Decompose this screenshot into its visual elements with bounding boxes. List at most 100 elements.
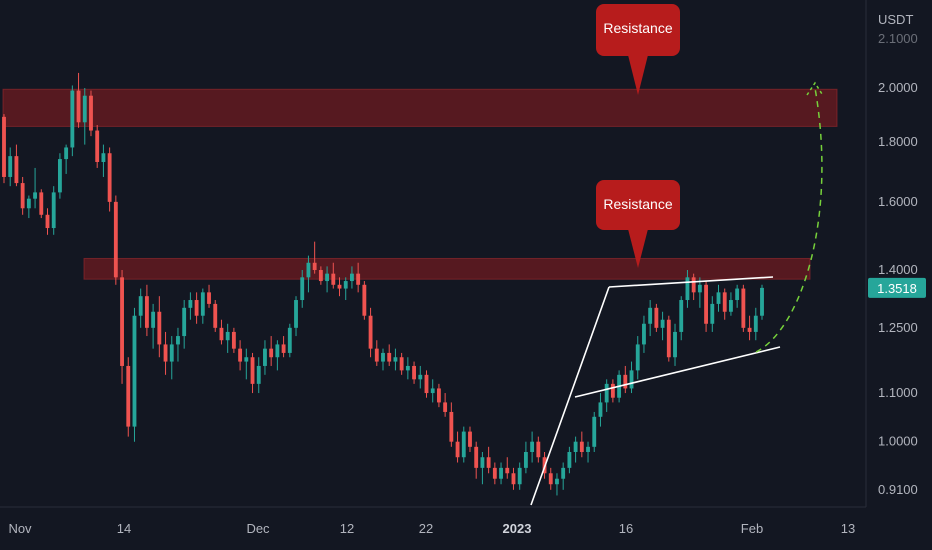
candle-body xyxy=(188,300,193,308)
candle-body xyxy=(679,300,684,332)
candle-body xyxy=(443,402,448,412)
candle-body xyxy=(95,130,100,163)
candle-body xyxy=(480,457,485,468)
candle-body xyxy=(523,452,528,468)
candle-body xyxy=(604,383,609,403)
price-tick-label: 1.2500 xyxy=(878,320,918,335)
candle-body xyxy=(610,383,615,398)
candle-body xyxy=(250,357,255,384)
candle-body xyxy=(499,467,503,479)
candle-body xyxy=(169,344,174,362)
candle-body xyxy=(350,273,354,282)
candle-body xyxy=(691,277,696,293)
candle-body xyxy=(654,307,659,328)
candle-body xyxy=(318,270,323,282)
candle-body xyxy=(151,311,156,328)
candle-body xyxy=(530,441,535,452)
candle-body xyxy=(449,411,454,442)
candle-body xyxy=(33,192,37,199)
candle-body xyxy=(238,348,243,362)
price-tick-label: 1.4000 xyxy=(878,262,918,277)
price-axis-clipped-tick: 2.1000 xyxy=(878,31,918,46)
time-tick-label: 14 xyxy=(117,521,131,536)
candle-body xyxy=(368,315,373,349)
candle-body xyxy=(20,183,25,209)
candle-body xyxy=(430,388,435,394)
trendline-steep-support[interactable] xyxy=(530,286,610,506)
candle-body xyxy=(729,300,733,312)
time-tick-label: 22 xyxy=(419,521,433,536)
candle-body xyxy=(461,431,466,458)
price-axis[interactable]: USDT 2.1000 2.0000 1.8000 1.6000 1.4000 1.25… xyxy=(865,0,926,507)
candle-body xyxy=(579,441,584,452)
candle-body xyxy=(474,446,479,468)
price-axis-ticks: 2.0000 1.8000 1.6000 1.4000 1.2500 1.1000 1.00… xyxy=(878,80,918,497)
resistance-zone-lower[interactable] xyxy=(83,257,811,280)
candle-body xyxy=(138,296,143,316)
projection-arrowhead xyxy=(806,81,823,96)
candle-body xyxy=(747,327,752,332)
resistance-callout-upper-label: Resistance xyxy=(603,20,672,36)
candle-body xyxy=(573,441,578,452)
candle-body xyxy=(673,331,677,358)
candle-body xyxy=(486,457,491,468)
time-tick-label: Feb xyxy=(741,521,763,536)
resistance-zone-upper[interactable] xyxy=(2,88,838,127)
time-tick-label: 2023 xyxy=(503,521,532,536)
candle-body xyxy=(14,156,19,184)
projection-path[interactable] xyxy=(755,87,823,353)
candle-body xyxy=(163,344,168,362)
trendline-pattern-lower[interactable] xyxy=(574,346,781,398)
resistance-callout-lower[interactable]: Resistance xyxy=(596,180,680,268)
candle-body xyxy=(331,273,336,285)
candle-body xyxy=(287,327,292,353)
candle-body xyxy=(225,331,230,341)
candle-body xyxy=(2,116,6,177)
candle-body xyxy=(704,284,709,324)
trendline-pattern-upper[interactable] xyxy=(608,276,774,288)
candle-body xyxy=(629,370,634,389)
candle-body xyxy=(468,431,472,447)
candle-body xyxy=(281,344,286,353)
time-axis[interactable]: Nov 14 Dec 12 22 2023 16 Feb 13 xyxy=(0,506,866,536)
candle-body xyxy=(76,90,81,123)
candle-body xyxy=(760,287,764,316)
candle-body xyxy=(635,344,640,371)
time-tick-label: 16 xyxy=(619,521,633,536)
candle-body xyxy=(45,214,50,229)
candle-body xyxy=(455,441,460,458)
candle-body xyxy=(132,315,137,427)
candle-body xyxy=(256,365,261,384)
candle-body xyxy=(505,467,510,474)
price-tick-label: 1.8000 xyxy=(878,134,918,149)
candle-body xyxy=(213,303,218,328)
trendline-drawing[interactable] xyxy=(530,276,781,506)
resistance-callout-upper[interactable]: Resistance xyxy=(596,4,680,95)
candle-body xyxy=(418,374,423,380)
candle-body xyxy=(182,307,187,337)
candle-body xyxy=(561,467,566,479)
candle-body xyxy=(623,374,628,389)
candle-body xyxy=(735,288,740,301)
candle-body xyxy=(107,153,112,202)
candle-body xyxy=(200,292,205,316)
candle-body xyxy=(555,478,559,485)
candle-body xyxy=(548,473,553,485)
candle-body xyxy=(517,467,522,485)
candle-body xyxy=(567,452,572,468)
candle-body xyxy=(101,153,106,163)
candle-body xyxy=(374,348,379,362)
candle-body xyxy=(492,467,497,479)
candle-body xyxy=(356,273,361,285)
candle-body xyxy=(26,198,31,209)
candle-body xyxy=(8,156,13,177)
candlestick-series xyxy=(2,72,764,496)
candle-body xyxy=(343,281,348,289)
candle-body xyxy=(753,315,758,332)
candle-body xyxy=(424,374,429,394)
candle-body xyxy=(207,292,211,304)
candle-body xyxy=(436,388,441,403)
currency-label: USDT xyxy=(878,12,913,27)
